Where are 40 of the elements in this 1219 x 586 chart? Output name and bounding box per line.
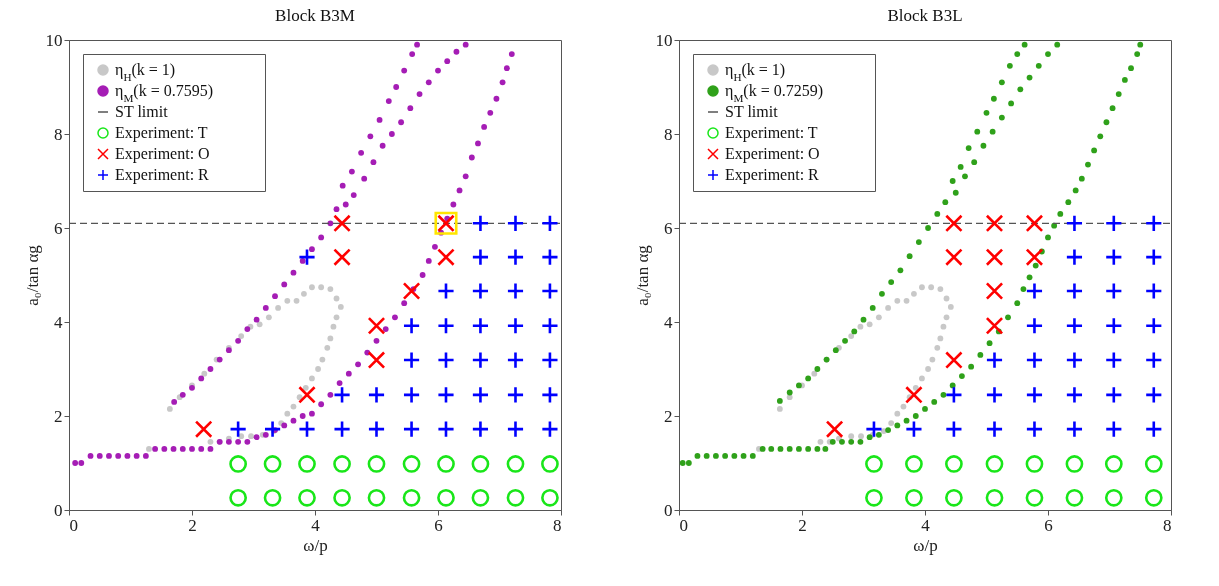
- y-axis-title: a₀/tan αg: [22, 244, 42, 306]
- y-tick-label: 10: [45, 30, 63, 50]
- y-tick-label: 8: [664, 124, 673, 144]
- x-axis-title: ω/p: [303, 535, 328, 555]
- legend-label: Experiment: T: [115, 124, 208, 142]
- legend-label: ST limit: [115, 103, 169, 120]
- y-tick-label: 0: [664, 500, 673, 520]
- legend-label: η$_{M}$(k = 0.7595): [115, 82, 214, 104]
- x-tick-label: 8: [553, 515, 562, 535]
- legend-label: η$_{H}$(k = 1): [115, 61, 176, 83]
- y-tick-label: 4: [664, 312, 673, 332]
- y-tick-label: 6: [664, 218, 673, 238]
- legend-label: Experiment: R: [725, 166, 820, 184]
- chart-title: Block B3M: [275, 6, 355, 25]
- legend-label: ST limit: [725, 103, 779, 120]
- y-tick-label: 2: [664, 406, 673, 426]
- x-tick-label: 2: [798, 515, 807, 535]
- y-tick-label: 2: [54, 406, 63, 426]
- x-tick-label: 0: [69, 515, 78, 535]
- y-tick-label: 10: [655, 30, 673, 50]
- legend-label: Experiment: R: [115, 166, 210, 184]
- y-tick-label: 4: [54, 312, 63, 332]
- x-tick-label: 6: [1044, 515, 1053, 535]
- y-axis-title: a₀/tan αg: [632, 244, 652, 306]
- legend-label: η$_{H}$(k = 1): [725, 61, 786, 83]
- legend-label: Experiment: T: [725, 124, 818, 142]
- x-tick-label: 2: [188, 515, 197, 535]
- x-tick-label: 6: [434, 515, 443, 535]
- legend-label: Experiment: O: [725, 145, 820, 163]
- y-tick-label: 0: [54, 500, 63, 520]
- x-tick-label: 8: [1163, 515, 1172, 535]
- chart-title: Block B3L: [887, 6, 963, 25]
- legend-label: Experiment: O: [115, 145, 210, 163]
- legend-label: η$_{M}$(k = 0.7259): [725, 82, 824, 104]
- x-axis-title: ω/p: [913, 535, 938, 555]
- y-tick-label: 6: [54, 218, 63, 238]
- x-tick-label: 4: [311, 515, 321, 535]
- x-tick-label: 0: [679, 515, 688, 535]
- y-tick-label: 8: [54, 124, 63, 144]
- x-tick-label: 4: [921, 515, 931, 535]
